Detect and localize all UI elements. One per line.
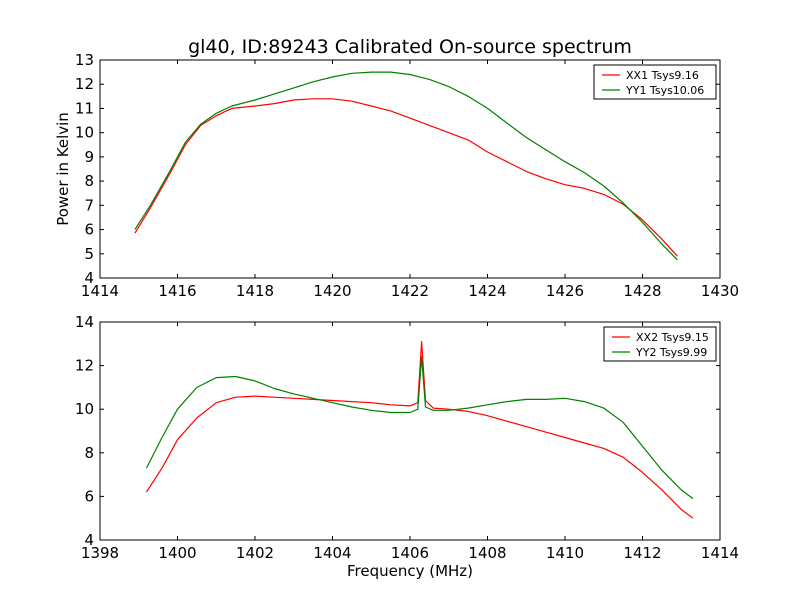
x-tick-label: 1402	[236, 544, 274, 562]
x-tick-label: 1408	[468, 544, 506, 562]
x-tick-label: 1400	[158, 544, 196, 562]
y-tick-label: 8	[84, 444, 94, 462]
x-tick-label: 1428	[623, 282, 661, 300]
y-tick-label: 12	[75, 75, 94, 93]
subplots: 1414 1416 1418 1420 1422 1424 1426 1428 1430 4 5 6 7…	[54, 51, 739, 580]
y-tick-label: 13	[75, 51, 94, 69]
y-tick-label: 9	[84, 148, 94, 166]
y-tick-label: 6	[84, 221, 94, 239]
x-tick-label: 1406	[391, 544, 429, 562]
legend-1: XX1 Tsys9.16 YY1 Tsys10.06	[593, 64, 717, 100]
x-tick-label: 1424	[468, 282, 506, 300]
x-tick-label: 1404	[313, 544, 351, 562]
y-tick-label: 10	[75, 400, 94, 418]
y-tick-label: 4	[84, 269, 94, 287]
y-tick-label: 10	[75, 124, 94, 142]
x-tick-label: 1398	[81, 544, 119, 562]
x-tick-label: 1416	[158, 282, 196, 300]
x-tick-label: 1418	[236, 282, 274, 300]
subplot-1: 1414 1416 1418 1420 1422 1424 1426 1428 1430 4 5 6 7…	[54, 51, 739, 300]
legend-2: XX2 Tsys9.15 YY2 Tsys9.99	[603, 326, 717, 362]
legend-box	[593, 64, 717, 100]
series-line-1-1	[134, 98, 678, 257]
y-tick-label: 8	[84, 172, 94, 190]
legend-label-1: XX2 Tsys9.15	[636, 331, 709, 344]
y-tick-label: 12	[75, 357, 94, 375]
x-axis-label: Frequency (MHz)	[347, 562, 473, 580]
x-tick-label: 1414	[701, 544, 739, 562]
figure-title: gl40, ID:89243 Calibrated On-source spec…	[188, 36, 632, 58]
legend-label-2: YY1 Tsys10.06	[625, 84, 704, 97]
series-line-2-1	[145, 341, 694, 519]
y-tick-label: 6	[84, 487, 94, 505]
x-tick-label: 1422	[391, 282, 429, 300]
legend-label-1: XX1 Tsys9.16	[626, 69, 699, 82]
x-tick-label: 1412	[623, 544, 661, 562]
subplot-2: 1398 1400 1402 1404 1406 1408 1410 1412 14144681…	[75, 313, 739, 580]
y-tick-label: 4	[84, 531, 94, 549]
y-tick-label: 5	[84, 245, 94, 263]
y-tick-label: 7	[84, 196, 94, 214]
legend-box	[603, 326, 717, 362]
legend-label-2: YY2 Tsys9.99	[635, 346, 707, 359]
series-line-1-2	[134, 71, 678, 261]
x-tick-label: 1426	[546, 282, 584, 300]
x-tick-label: 1430	[701, 282, 739, 300]
x-tick-label: 1410	[546, 544, 584, 562]
x-tick-label: 1420	[313, 282, 351, 300]
series-line-2-2	[145, 356, 694, 500]
y-tick-label: 14	[75, 313, 94, 331]
y-tick-label: 11	[75, 99, 94, 117]
x-tick-label: 1414	[81, 282, 119, 300]
y-axis-label: Power in Kelvin	[54, 112, 72, 226]
